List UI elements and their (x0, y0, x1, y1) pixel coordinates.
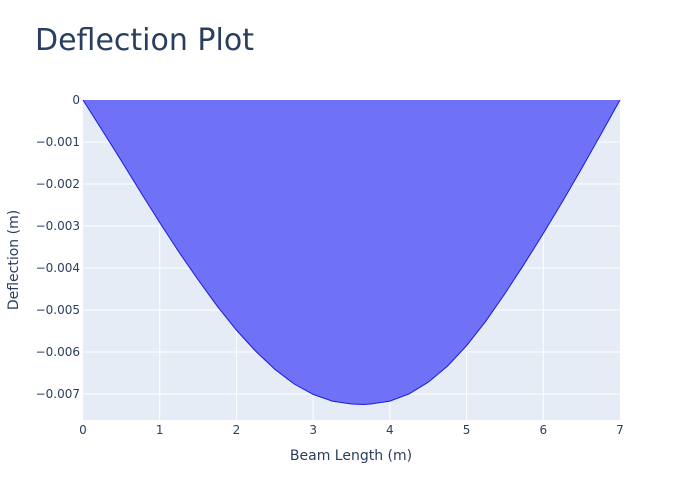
chart-title: Deflection Plot (35, 23, 254, 58)
y-tick-label: −0.005 (36, 303, 80, 317)
y-tick-label: −0.003 (36, 219, 80, 233)
x-tick-label: 5 (463, 423, 471, 437)
x-tick-label: 3 (309, 423, 317, 437)
y-tick-labels: 0 −0.001 −0.002 −0.003 −0.004 −0.005 −0.006 −0.… (36, 93, 80, 401)
x-tick-label: 4 (386, 423, 394, 437)
x-tick-label: 0 (79, 423, 87, 437)
x-tick-label: 1 (156, 423, 164, 437)
x-axis-title: Beam Length (m) (290, 448, 412, 464)
x-tick-label: 6 (539, 423, 547, 437)
y-tick-label: −0.007 (36, 387, 80, 401)
deflection-area (83, 100, 620, 405)
y-tick-label: −0.001 (36, 135, 80, 149)
y-axis-title: Deflection (m) (6, 210, 22, 310)
x-tick-labels: 0 1 2 3 4 5 6 7 (79, 423, 624, 437)
x-tick-label: 7 (616, 423, 624, 437)
y-tick-label: −0.004 (36, 261, 80, 275)
deflection-curve (82, 99, 621, 405)
x-tick-label: 2 (233, 423, 241, 437)
y-tick-label: −0.006 (36, 345, 80, 359)
y-tick-label: −0.002 (36, 177, 80, 191)
y-tick-label: 0 (72, 93, 80, 107)
